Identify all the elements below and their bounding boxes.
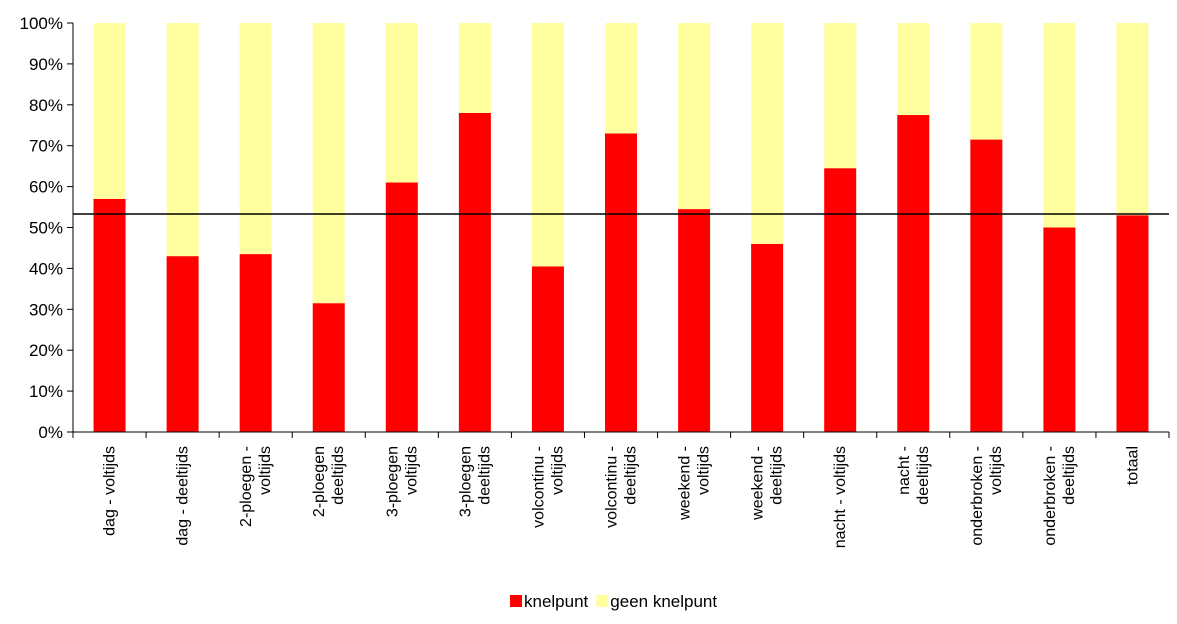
category-label: nacht - deeltijds bbox=[896, 446, 932, 505]
category-label-line: onderbroken - bbox=[1042, 446, 1059, 546]
legend-swatch-knelpunt bbox=[510, 595, 522, 607]
category-label-line: 3-ploegen bbox=[384, 446, 401, 517]
category-label: volcontinu - voltijds bbox=[530, 446, 566, 528]
category-label-line: 3-ploegen bbox=[457, 446, 474, 517]
category-label: onderbroken - voltijds bbox=[969, 446, 1005, 546]
bar-knelpunt-2 bbox=[239, 254, 272, 432]
bar-knelpunt-13 bbox=[1043, 227, 1076, 432]
category-label: 3-ploegen voltijds bbox=[384, 446, 420, 517]
y-tick-label: 10% bbox=[29, 382, 63, 401]
category-label-line: voltijds bbox=[257, 446, 274, 495]
category-label-line: voltijds bbox=[549, 446, 566, 495]
bar-knelpunt-12 bbox=[970, 139, 1003, 432]
y-tick-label: 70% bbox=[29, 137, 63, 156]
axes-group: 0% 10% 20% 30% 40% 50% 60% 70% 80% 90% 100% bbox=[20, 14, 1170, 442]
category-label-line: onderbroken - bbox=[969, 446, 986, 546]
bar-geen-knelpunt-13 bbox=[1043, 23, 1076, 228]
y-tick-label: 90% bbox=[29, 55, 63, 74]
category-label: weekend - voltijds bbox=[677, 446, 713, 521]
category-label-line: dag - deeltijds bbox=[175, 446, 192, 546]
bar-geen-knelpunt-5 bbox=[458, 23, 491, 113]
y-tick-label: 20% bbox=[29, 341, 63, 360]
bar-geen-knelpunt-2 bbox=[239, 23, 272, 255]
category-label-line: deeltijds bbox=[476, 446, 493, 505]
bar-knelpunt-14 bbox=[1116, 215, 1149, 432]
category-label-line: voltijds bbox=[696, 446, 713, 495]
category-label-line: deeltijds bbox=[769, 446, 786, 505]
bar-knelpunt-5 bbox=[458, 112, 491, 432]
bar-geen-knelpunt-7 bbox=[605, 23, 637, 134]
category-label: nacht - voltijds bbox=[832, 446, 849, 548]
legend-swatch-geen-knelpunt bbox=[596, 595, 609, 607]
category-label-line: deeltijds bbox=[915, 446, 932, 505]
category-label-line: nacht - voltijds bbox=[832, 446, 849, 548]
category-label-line: voltijds bbox=[988, 446, 1005, 495]
bar-knelpunt-8 bbox=[678, 209, 711, 432]
y-tick-label: 100% bbox=[20, 14, 63, 33]
y-tick-label: 30% bbox=[29, 300, 63, 319]
category-label-line: volcontinu - bbox=[604, 446, 621, 528]
category-label-line: weekend - bbox=[677, 446, 694, 521]
category-label-line: weekend - bbox=[750, 446, 767, 521]
category-label-line: deeltijds bbox=[1061, 446, 1078, 505]
category-label: volcontinu - deeltijds bbox=[604, 446, 640, 528]
legend-label-geen-knelpunt: geen knelpunt bbox=[610, 592, 717, 611]
bar-geen-knelpunt-10 bbox=[824, 23, 857, 169]
category-label: onderbroken - deeltijds bbox=[1042, 446, 1078, 546]
y-tick-label: 50% bbox=[29, 219, 63, 238]
bar-geen-knelpunt-11 bbox=[897, 23, 930, 116]
category-label-line: nacht - bbox=[896, 446, 913, 495]
legend-label-knelpunt: knelpunt bbox=[524, 592, 589, 611]
y-tick-label: 60% bbox=[29, 178, 63, 197]
bar-geen-knelpunt-12 bbox=[970, 23, 1003, 140]
category-label: totaal bbox=[1124, 446, 1141, 485]
bar-knelpunt-6 bbox=[531, 266, 564, 432]
category-label-line: 2-ploegen - bbox=[238, 446, 255, 527]
category-label-line: volcontinu - bbox=[530, 446, 547, 528]
bar-knelpunt-10 bbox=[824, 168, 857, 432]
category-label-line: deeltijds bbox=[330, 446, 347, 505]
bar-knelpunt-1 bbox=[166, 256, 199, 432]
bar-geen-knelpunt-8 bbox=[678, 23, 711, 210]
bar-geen-knelpunt-4 bbox=[385, 23, 418, 183]
category-label: dag - deeltijds bbox=[175, 446, 192, 546]
bar-knelpunt-4 bbox=[385, 182, 418, 432]
bars-group bbox=[93, 23, 1149, 433]
y-tick-label: 80% bbox=[29, 96, 63, 115]
bar-knelpunt-3 bbox=[312, 303, 345, 432]
category-label: 2-ploegen deeltijds bbox=[311, 446, 347, 517]
category-label: 3-ploegen deeltijds bbox=[457, 446, 493, 517]
bar-knelpunt-0 bbox=[93, 198, 126, 432]
y-tick-label: 40% bbox=[29, 259, 63, 278]
bar-geen-knelpunt-9 bbox=[751, 23, 784, 244]
bar-geen-knelpunt-3 bbox=[312, 23, 345, 304]
bar-geen-knelpunt-14 bbox=[1116, 23, 1149, 216]
y-tick-label: 0% bbox=[38, 423, 63, 442]
category-label: dag - voltijds bbox=[102, 446, 119, 536]
category-label-line: totaal bbox=[1124, 446, 1141, 485]
category-label-line: voltijds bbox=[403, 446, 420, 495]
category-label: 2-ploegen - voltijds bbox=[238, 446, 274, 527]
category-labels-group: dag - voltijds dag - deeltijds 2-ploegen -… bbox=[102, 446, 1142, 548]
bar-knelpunt-7 bbox=[605, 133, 637, 432]
bar-geen-knelpunt-1 bbox=[166, 23, 199, 257]
category-label: weekend - deeltijds bbox=[750, 446, 786, 521]
category-label-line: deeltijds bbox=[623, 446, 640, 505]
bar-knelpunt-9 bbox=[751, 243, 784, 432]
bar-knelpunt-11 bbox=[897, 115, 930, 433]
bar-geen-knelpunt-0 bbox=[93, 23, 126, 199]
category-label-line: dag - voltijds bbox=[102, 446, 119, 536]
legend: knelpunt geen knelpunt bbox=[510, 592, 717, 611]
category-label-line: 2-ploegen bbox=[311, 446, 328, 517]
bar-geen-knelpunt-6 bbox=[531, 23, 564, 267]
